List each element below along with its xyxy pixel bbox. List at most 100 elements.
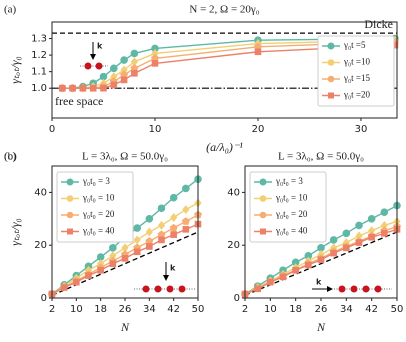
marker xyxy=(73,278,80,286)
k-label: k xyxy=(316,278,322,287)
marker xyxy=(151,60,159,67)
marker xyxy=(109,244,117,252)
legend-marker xyxy=(66,211,74,219)
x-axis-label: (a/λ₀)⁻¹ xyxy=(206,140,243,154)
panel-label: (b) xyxy=(4,151,17,163)
marker xyxy=(182,226,190,233)
legend-marker xyxy=(327,59,335,66)
x-tick-label: 30 xyxy=(355,124,368,135)
y-tick-label: 1.1 xyxy=(31,67,47,78)
atom xyxy=(154,285,162,293)
marker xyxy=(85,272,92,279)
legend-label: γ₀t =15 xyxy=(343,73,370,83)
atom xyxy=(142,285,150,293)
marker xyxy=(131,70,138,77)
y-tick-label: 0 xyxy=(234,293,240,304)
marker xyxy=(330,249,337,257)
legend-marker xyxy=(259,211,267,219)
marker xyxy=(69,84,76,92)
arrow-head xyxy=(163,275,169,281)
marker xyxy=(169,223,178,232)
atom xyxy=(95,62,103,70)
x-tick-label: 0 xyxy=(49,124,55,135)
k-label: k xyxy=(170,264,176,273)
marker xyxy=(170,231,177,238)
legend-marker xyxy=(259,178,267,186)
y-tick-label: 1.0 xyxy=(31,83,47,94)
panel-label: (a) xyxy=(4,4,17,16)
x-axis-label: N xyxy=(316,320,326,334)
atom xyxy=(338,285,346,293)
inset-b: k xyxy=(134,262,196,293)
legend-label: γ₀t₀ = 20 xyxy=(82,209,115,219)
legend-marker xyxy=(327,75,335,83)
atom xyxy=(374,285,382,293)
y-axis-label: γₜₒₜ/γ₀ xyxy=(8,56,22,83)
marker xyxy=(170,212,178,222)
x-tick-label: 10 xyxy=(149,124,162,135)
marker xyxy=(157,204,166,213)
x-tick-label: 26 xyxy=(315,304,328,315)
x-tick-label: 20 xyxy=(252,124,265,135)
marker xyxy=(182,205,190,215)
atom xyxy=(350,285,358,293)
marker xyxy=(58,84,66,92)
legend-marker xyxy=(66,195,74,202)
legend-label: γ₀t =20 xyxy=(343,90,370,100)
marker xyxy=(145,215,154,223)
legend-marker xyxy=(67,228,73,235)
legend-label: γ₀t₀ = 10 xyxy=(275,193,308,203)
marker xyxy=(60,284,68,291)
marker xyxy=(355,239,363,246)
marker xyxy=(79,84,87,92)
legend-label: γ₀t₀ = 20 xyxy=(275,209,308,219)
marker xyxy=(279,273,287,281)
arrow-head xyxy=(90,54,96,60)
legend-label: γ₀t₀ = 40 xyxy=(82,226,115,236)
marker xyxy=(130,49,139,58)
chart-title: N = 2, Ω = 20γ₀ xyxy=(189,4,259,16)
plot-frame xyxy=(51,165,199,299)
panel-label: (c) xyxy=(4,151,17,163)
atom xyxy=(84,62,92,70)
x-tick-label: 10 xyxy=(264,304,277,315)
marker xyxy=(254,285,261,293)
y-tick-label: 20 xyxy=(227,240,240,251)
x-tick-label: 34 xyxy=(340,304,353,315)
marker xyxy=(329,236,338,244)
legend-label: γ₀t₀ = 40 xyxy=(275,226,308,236)
x-tick-label: 26 xyxy=(119,304,132,315)
legend-label: γ₀t =5 xyxy=(343,40,366,50)
inset-a: k xyxy=(80,42,108,70)
series xyxy=(58,41,399,92)
marker xyxy=(181,217,190,225)
x-tick-label: 50 xyxy=(391,304,404,315)
y-tick-label: 0 xyxy=(41,293,47,304)
y-tick-label: 40 xyxy=(227,187,240,198)
plot-frame xyxy=(51,21,398,119)
atom xyxy=(166,285,174,293)
x-tick-label: 42 xyxy=(167,304,180,315)
marker xyxy=(109,64,118,73)
k-label: k xyxy=(97,42,103,51)
x-axis-label: N xyxy=(120,320,130,334)
legend-label: γ₀t₀ = 3 xyxy=(82,176,110,186)
legend-marker xyxy=(260,228,266,235)
marker xyxy=(367,215,376,223)
legend-marker xyxy=(259,195,267,202)
legend: γ₀t₀ = 3 γ₀t₀ = 10 γ₀t₀ = 20 γ₀t₀ = 40 xyxy=(56,171,134,243)
reference-label: Dicke xyxy=(364,17,393,31)
marker xyxy=(109,260,117,267)
marker xyxy=(182,184,190,193)
y-tick-label: 20 xyxy=(34,240,47,251)
legend-label: γ₀t₀ = 3 xyxy=(275,176,303,186)
legend-marker xyxy=(327,42,335,50)
marker xyxy=(120,56,128,64)
x-tick-label: 42 xyxy=(365,304,378,315)
marker xyxy=(368,233,375,241)
marker xyxy=(158,236,165,244)
reference-label: free space xyxy=(55,94,103,108)
legend-label: γ₀t =10 xyxy=(343,57,370,67)
marker xyxy=(145,227,153,237)
